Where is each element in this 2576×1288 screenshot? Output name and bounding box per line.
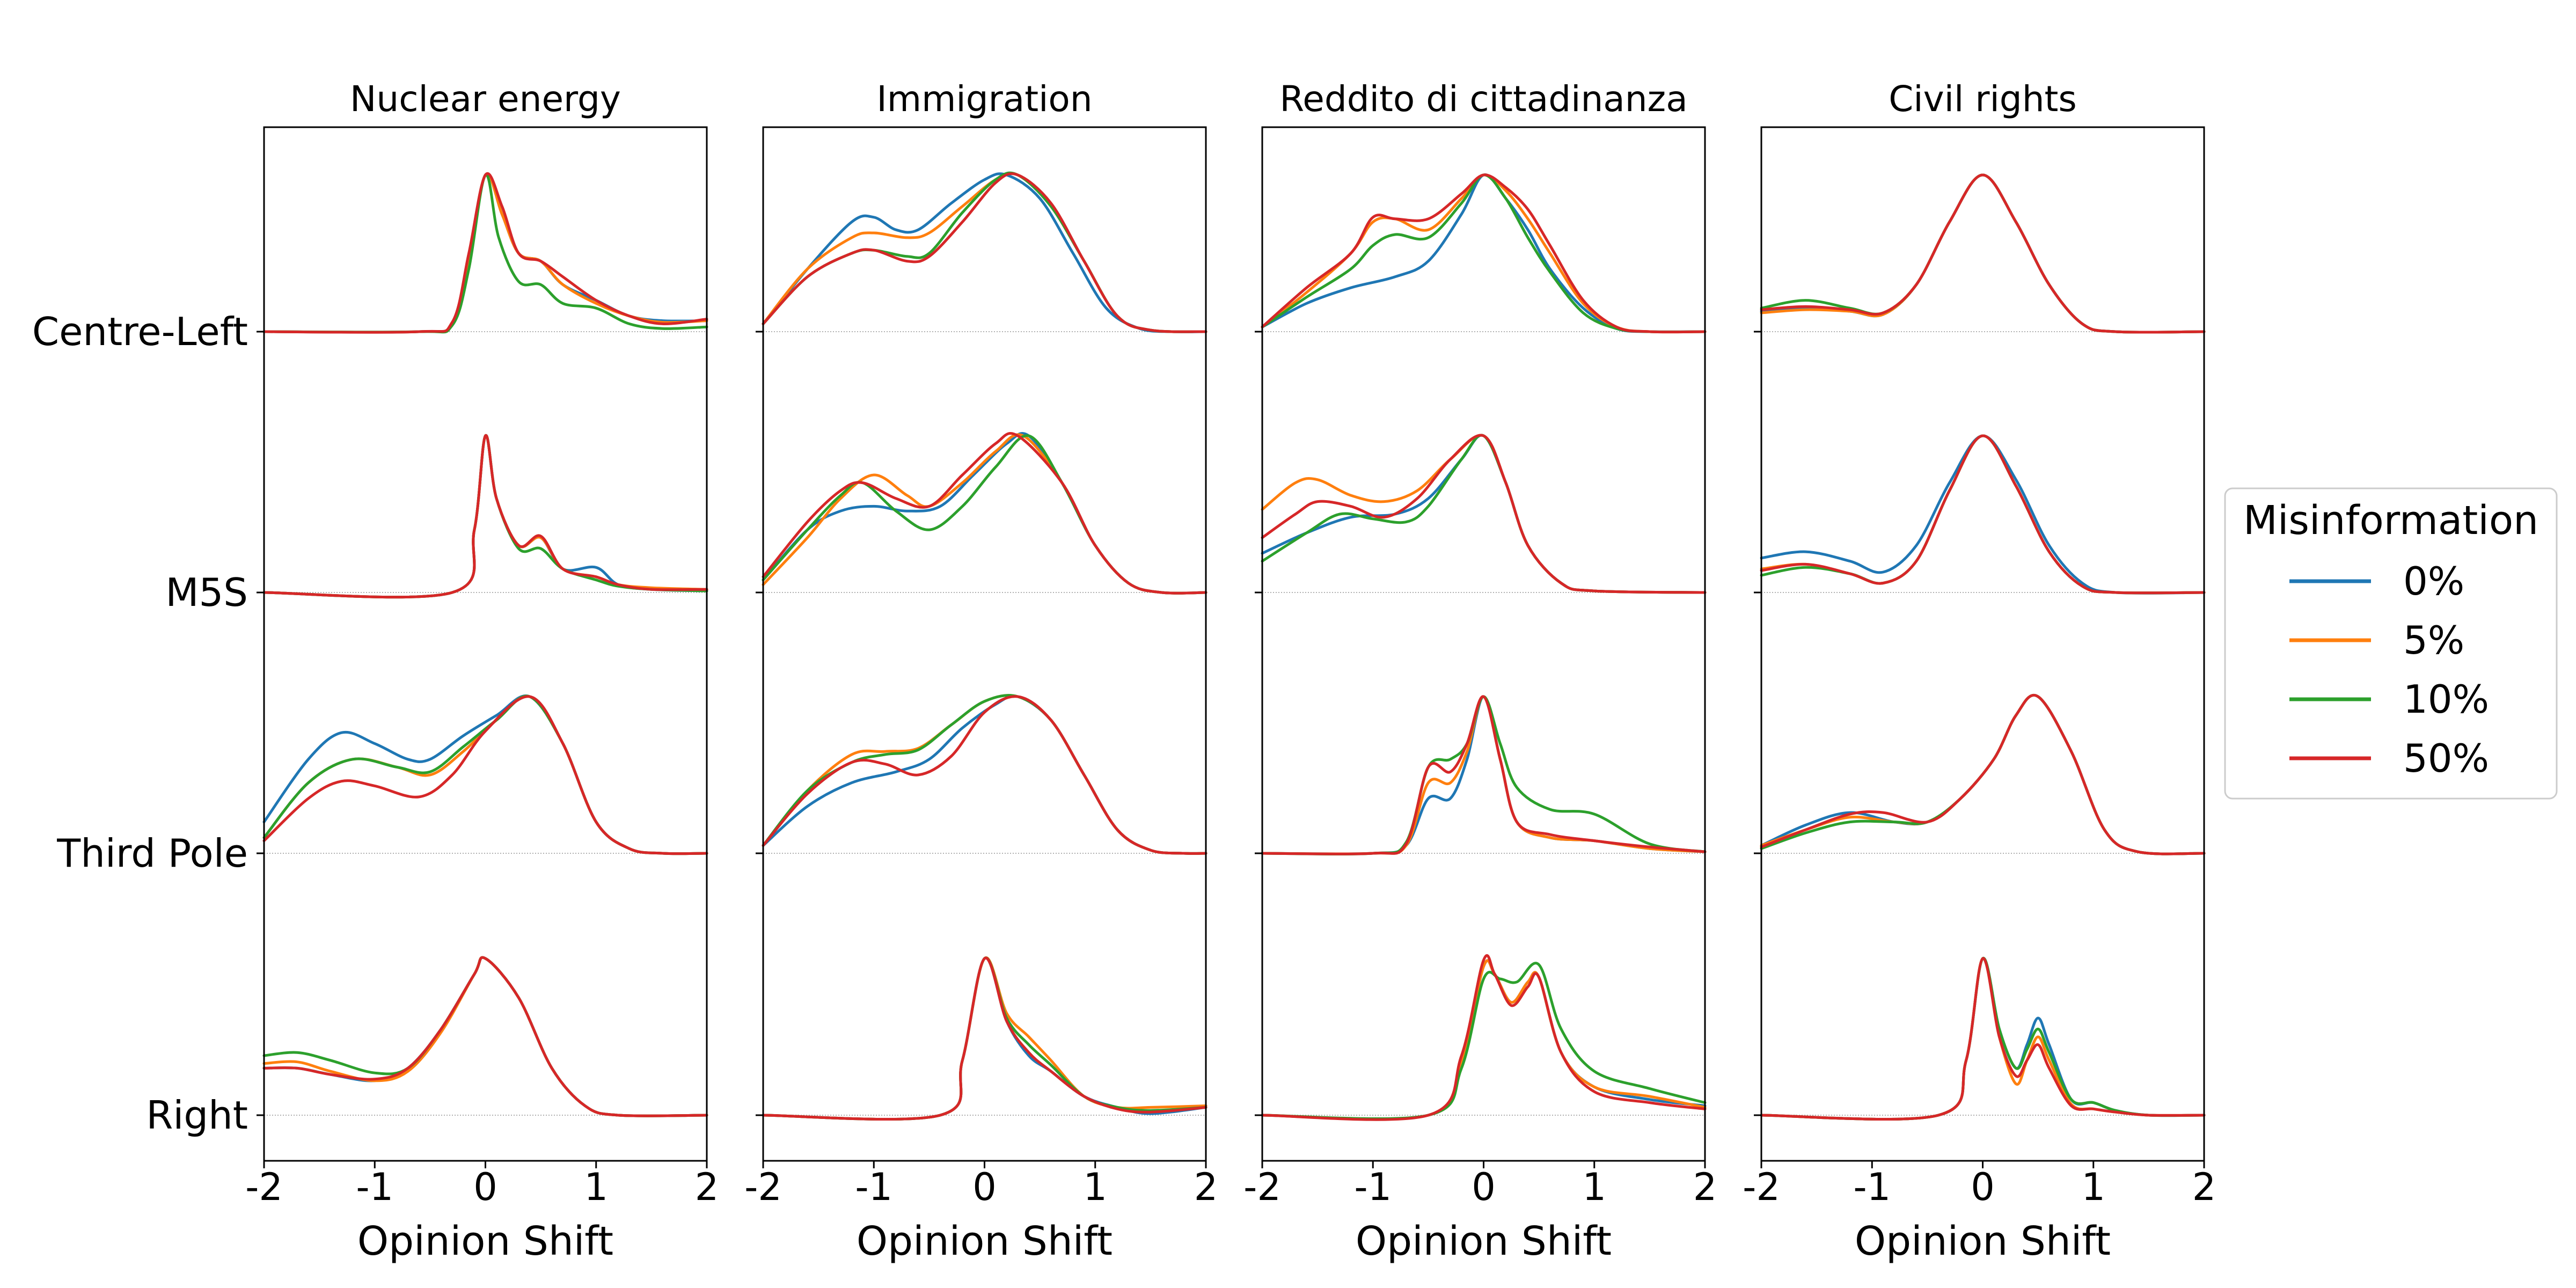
x-tick-label: 1 xyxy=(1582,1165,1606,1209)
x-tick-label: 0 xyxy=(1971,1165,1995,1209)
curve-civil-rights-third-pole-50 xyxy=(1760,694,2206,855)
curve-nuclear-energy-m5s-50 xyxy=(262,434,708,599)
row-labels: Centre-Left M5S Third Pole Right xyxy=(32,309,248,1138)
panel-title: Civil rights xyxy=(1889,78,2077,120)
x-tick-label: 2 xyxy=(1194,1165,1218,1209)
panel-title: Reddito di cittadinanza xyxy=(1279,78,1687,120)
legend: Misinformation 0% 5% 10% 50% xyxy=(2224,487,2558,800)
panel-nuclear-energy: -2 -1 0 1 2 Opinion Shift Nuclear energy xyxy=(245,78,719,1264)
x-axis-label: Opinion Shift xyxy=(857,1218,1113,1264)
legend-frame xyxy=(2224,487,2558,800)
x-tick-label: 1 xyxy=(584,1165,608,1209)
row-label-third-pole: Third Pole xyxy=(56,831,248,876)
row-label-m5s: M5S xyxy=(165,570,248,615)
x-tick-label: -2 xyxy=(1743,1165,1780,1209)
curve-immigration-m5s-50 xyxy=(762,431,1208,595)
x-tick-label: -1 xyxy=(1853,1165,1891,1209)
curve-reddito-di-cittadinanza-right-50 xyxy=(1261,954,1707,1121)
x-tick-label: -2 xyxy=(245,1165,283,1209)
x-tick-label: 0 xyxy=(1472,1165,1496,1209)
curve-immigration-third-pole-50 xyxy=(762,695,1208,855)
x-tick-label: -1 xyxy=(356,1165,393,1209)
x-tick-label: 0 xyxy=(473,1165,497,1209)
panel-title: Immigration xyxy=(876,78,1092,120)
curve-reddito-di-cittadinanza-third-pole-50 xyxy=(1261,695,1707,855)
panel-immigration: -2 -1 0 1 2 Opinion Shift Immigration xyxy=(744,78,1218,1264)
x-tick-label: 2 xyxy=(1693,1165,1717,1209)
curve-civil-rights-centre-left-50 xyxy=(1760,173,2206,334)
curve-reddito-di-cittadinanza-m5s-50 xyxy=(1261,434,1707,594)
curve-nuclear-energy-third-pole-50 xyxy=(262,695,708,855)
legend-label: 5% xyxy=(2403,618,2464,663)
legend-title: Misinformation xyxy=(2243,497,2538,544)
curve-civil-rights-m5s-50 xyxy=(1760,434,2206,595)
curve-immigration-right-50 xyxy=(762,956,1208,1121)
row-label-right: Right xyxy=(146,1093,248,1138)
x-tick-label: -1 xyxy=(855,1165,892,1209)
panels: -2 -1 0 1 2 Opinion Shift Nuclear energy -2 -1 0 1… xyxy=(245,78,2216,1264)
legend-label: 0% xyxy=(2403,559,2464,604)
panel-reddito-di-cittadinanza: -2 -1 0 1 2 Opinion Shift Reddito di cittadina… xyxy=(1243,78,1717,1264)
x-axis-label: Opinion Shift xyxy=(1855,1218,2111,1264)
panel-title: Nuclear energy xyxy=(350,78,621,120)
x-tick-label: -2 xyxy=(744,1165,782,1209)
curve-immigration-centre-left-50 xyxy=(762,172,1208,333)
x-tick-label: 0 xyxy=(972,1165,997,1209)
x-tick-label: 1 xyxy=(2081,1165,2105,1209)
curve-nuclear-energy-right-50 xyxy=(262,956,708,1117)
row-label-centre-left: Centre-Left xyxy=(32,309,248,354)
legend-box: Misinformation 0% 5% 10% 50% xyxy=(2224,487,2558,800)
curve-nuclear-energy-centre-left-50 xyxy=(262,172,708,334)
x-axis-label: Opinion Shift xyxy=(357,1218,613,1264)
legend-label: 10% xyxy=(2403,677,2489,722)
x-tick-label: 2 xyxy=(2192,1165,2216,1209)
legend-label: 50% xyxy=(2403,736,2489,781)
curve-reddito-di-cittadinanza-centre-left-50 xyxy=(1261,173,1707,334)
x-axis-label: Opinion Shift xyxy=(1356,1218,1612,1264)
x-tick-label: -2 xyxy=(1243,1165,1281,1209)
x-tick-label: 1 xyxy=(1083,1165,1107,1209)
x-tick-label: 2 xyxy=(695,1165,719,1209)
x-tick-label: -1 xyxy=(1354,1165,1392,1209)
curve-civil-rights-right-50 xyxy=(1760,957,2206,1121)
panel-civil-rights: -2 -1 0 1 2 Opinion Shift Civil rights xyxy=(1743,78,2216,1264)
